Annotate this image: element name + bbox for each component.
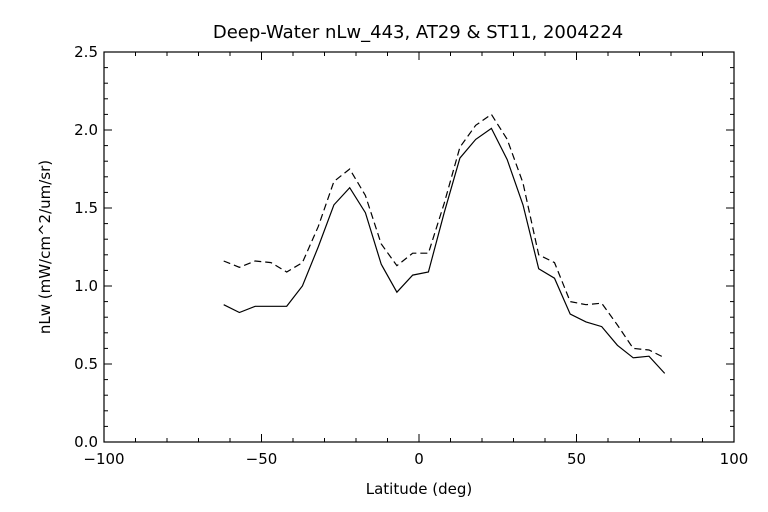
- x-tick-label: 100: [720, 450, 749, 468]
- y-tick-label: 0.0: [74, 433, 98, 451]
- x-tick-label: −100: [83, 450, 124, 468]
- axis-ticks: [103, 51, 735, 443]
- x-tick-labels: −100 −50 0 50 100: [83, 450, 748, 468]
- x-tick-label: −50: [246, 450, 278, 468]
- y-tick-label: 2.0: [74, 121, 98, 139]
- y-tick-label: 1.0: [74, 277, 98, 295]
- x-tick-label: 0: [414, 450, 424, 468]
- plot-frame: [103, 51, 735, 443]
- series-lines: [223, 113, 666, 374]
- series-line-solid: [223, 127, 666, 374]
- y-tick-label: 0.5: [74, 355, 98, 373]
- y-axis-label: nLw (mW/cm^2/um/sr): [36, 160, 54, 334]
- x-tick-label: 50: [567, 450, 586, 468]
- x-axis-label: Latitude (deg): [366, 480, 472, 498]
- y-tick-label: 1.5: [74, 199, 98, 217]
- y-tick-label: 2.5: [74, 43, 98, 61]
- series-line-dashed: [223, 113, 665, 359]
- chart-title: Deep-Water nLw_443, AT29 & ST11, 2004224: [213, 22, 623, 43]
- y-tick-labels: 0.0 0.5 1.0 1.5 2.0 2.5: [74, 43, 98, 451]
